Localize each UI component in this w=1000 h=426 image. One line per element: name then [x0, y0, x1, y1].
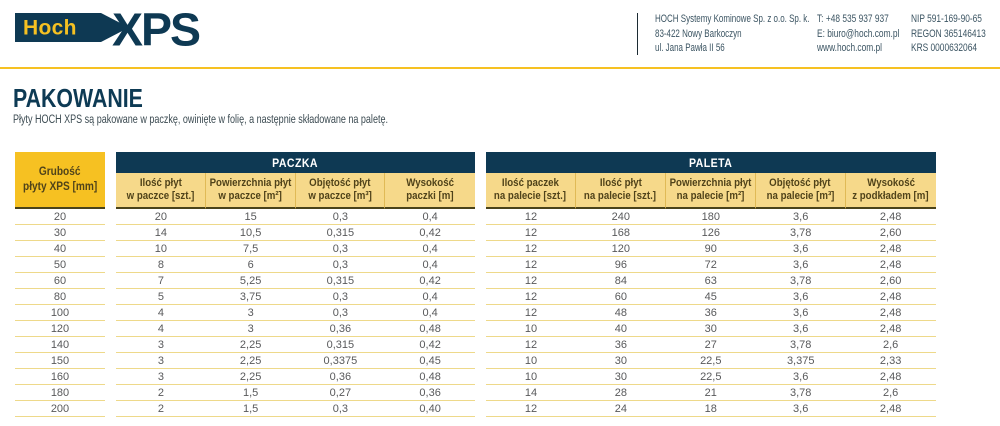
svg-text:Hoch: Hoch [23, 17, 77, 40]
svg-text:XPS: XPS [112, 4, 200, 56]
